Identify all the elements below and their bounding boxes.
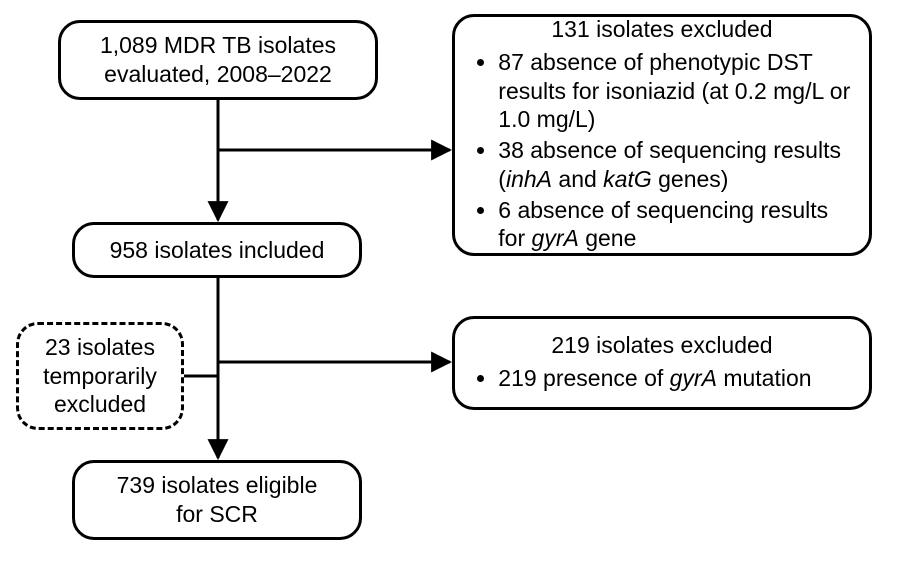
node-excl1-title: 131 isolates excluded (473, 15, 851, 44)
node-excl1-bullet-2: 6 absence of sequencing results for gyrA… (498, 196, 851, 254)
node-excl2: 219 isolates excluded 219 presence of gy… (452, 316, 872, 410)
flowchart-canvas: 1,089 MDR TB isolates evaluated, 2008–20… (0, 0, 900, 562)
node-start-line1: 1,089 MDR TB isolates (100, 31, 336, 60)
node-eligible: 739 isolates eligible for SCR (72, 460, 362, 540)
node-eligible-line1: 739 isolates eligible (117, 471, 318, 500)
node-excl1-bullet-1: 38 absence of sequencing results (inhA a… (498, 136, 851, 194)
node-excl1-bullet-0: 87 absence of phenotypic DST results for… (498, 48, 851, 134)
node-temp-line1: 23 isolates (45, 333, 155, 362)
node-excl1-bullets: 87 absence of phenotypic DST results for… (473, 48, 851, 255)
node-eligible-line2: for SCR (176, 500, 258, 529)
node-excl1: 131 isolates excluded 87 absence of phen… (452, 14, 872, 256)
node-temp-line3: excluded (54, 390, 146, 419)
node-excl2-bullet-0: 219 presence of gyrA mutation (498, 364, 811, 393)
node-included: 958 isolates included (72, 222, 362, 278)
node-excl2-title: 219 isolates excluded (473, 331, 851, 360)
node-start: 1,089 MDR TB isolates evaluated, 2008–20… (58, 20, 378, 100)
node-temp-line2: temporarily (43, 362, 157, 391)
node-included-line1: 958 isolates included (110, 236, 325, 265)
node-excl2-bullets: 219 presence of gyrA mutation (473, 364, 812, 395)
node-start-line2: evaluated, 2008–2022 (104, 60, 332, 89)
node-temp-excluded: 23 isolates temporarily excluded (16, 322, 184, 430)
